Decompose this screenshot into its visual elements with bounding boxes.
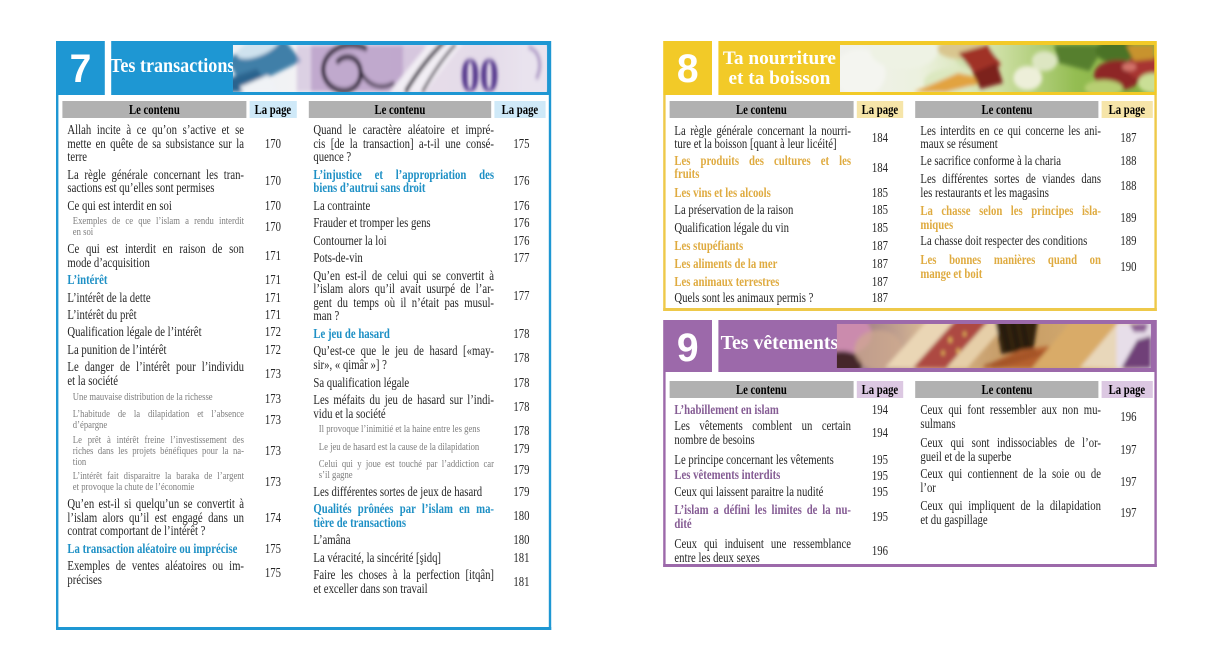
svg-text:00: 00 bbox=[461, 49, 499, 92]
